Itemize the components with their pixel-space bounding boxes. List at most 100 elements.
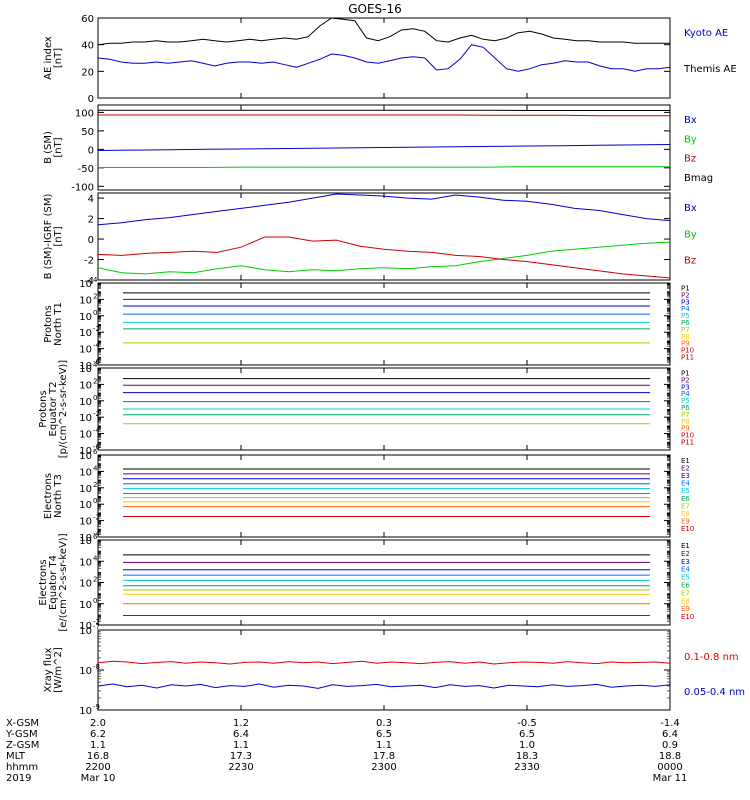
y-axis-label: [p/(cm^2-s-sr-keV)] bbox=[58, 360, 69, 459]
y-tick-label: 0 bbox=[88, 145, 94, 156]
y-tick-label: 10 bbox=[79, 500, 92, 511]
channel-label: E10 bbox=[681, 613, 694, 621]
y-axis-label: [nT] bbox=[53, 137, 64, 157]
y-tick-label: 10 bbox=[79, 345, 92, 356]
y-tick-exponent: -6 bbox=[93, 358, 101, 366]
y-tick-label: 10 bbox=[79, 328, 92, 339]
y-axis-label: North T1 bbox=[53, 302, 64, 346]
y-axis-label: Electrons bbox=[43, 473, 54, 519]
ephemeris-value: 0.9 bbox=[662, 740, 678, 751]
y-tick-label: 4 bbox=[88, 194, 94, 205]
panel-frame bbox=[97, 282, 671, 366]
channel-label: P11 bbox=[681, 354, 694, 362]
y-tick-label: 10 bbox=[79, 364, 92, 375]
channel-label: P7 bbox=[681, 411, 690, 419]
ephemeris-value: 2.0 bbox=[90, 718, 106, 729]
channel-label: P5 bbox=[681, 397, 690, 405]
y-tick-label: 10 bbox=[79, 451, 92, 462]
series-line bbox=[97, 241, 671, 275]
y-tick-exponent: 0 bbox=[93, 394, 97, 402]
y-tick-label: 40 bbox=[81, 41, 94, 52]
series-line bbox=[97, 44, 671, 72]
channel-label: E5 bbox=[681, 487, 690, 495]
legend-entry: By bbox=[684, 134, 697, 145]
y-tick-label: 10 bbox=[79, 413, 92, 424]
panel-1: AE index [nT] 0 20 40 60 bbox=[43, 14, 671, 105]
y-tick-exponent: -2 bbox=[93, 618, 100, 626]
y-tick-exponent: 2 bbox=[93, 292, 97, 300]
channel-label: E1 bbox=[681, 542, 690, 550]
y-tick-exponent: -2 bbox=[93, 514, 100, 522]
channel-label: E5 bbox=[681, 574, 690, 582]
plot-title: GOES-16 bbox=[348, 2, 402, 16]
y-axis-label: B (SM) bbox=[43, 131, 54, 164]
y-tick-exponent: 2 bbox=[93, 576, 97, 584]
ephemeris-label: Z-GSM bbox=[6, 740, 39, 751]
series-line bbox=[97, 17, 670, 46]
channel-label: E6 bbox=[681, 581, 690, 589]
channel-label: P8 bbox=[681, 333, 690, 341]
y-tick-exponent: 4 bbox=[93, 361, 98, 369]
ephemeris-label: 2019 bbox=[6, 773, 31, 784]
y-tick-exponent: 0 bbox=[93, 309, 97, 317]
ephemeris-label: MLT bbox=[6, 751, 26, 762]
y-tick-label: 20 bbox=[81, 67, 94, 78]
channel-label: E7 bbox=[681, 502, 690, 510]
y-tick-label: -2 bbox=[84, 256, 94, 267]
channel-label: P1 bbox=[681, 369, 690, 377]
panel-8: Xray flux [W/m^2]10-910-810-7 bbox=[43, 623, 671, 717]
channel-label: E2 bbox=[681, 464, 690, 472]
panel-3: B (SM)-IGRF (SM) [nT] -4 -2 0 2 4 bbox=[43, 192, 671, 287]
channel-label: E4 bbox=[681, 566, 690, 574]
series-line bbox=[97, 193, 671, 226]
y-tick-exponent: -7 bbox=[93, 623, 100, 631]
panel-frame bbox=[97, 539, 671, 626]
y-tick-label: 10 bbox=[79, 397, 92, 408]
y-tick-label: 10 bbox=[79, 579, 92, 590]
ephemeris-value: 2330 bbox=[514, 762, 539, 773]
ephemeris-value: 18.8 bbox=[659, 751, 681, 762]
ephemeris-value: 0.3 bbox=[376, 718, 392, 729]
ephemeris-value: 0000 bbox=[657, 762, 682, 773]
ephemeris-value: 2200 bbox=[85, 762, 110, 773]
y-tick-exponent: -2 bbox=[93, 410, 100, 418]
y-axis-label: Protons bbox=[43, 305, 54, 342]
y-tick-label: -50 bbox=[78, 164, 94, 175]
y-tick-label: 10 bbox=[79, 517, 92, 528]
ephemeris-value: 2230 bbox=[228, 762, 253, 773]
channel-label: E1 bbox=[681, 457, 690, 465]
panel-frame bbox=[97, 454, 671, 538]
channel-label: P5 bbox=[681, 312, 690, 320]
ephemeris-value: 6.4 bbox=[233, 729, 249, 740]
y-tick-label: 60 bbox=[81, 14, 94, 25]
y-tick-label: 10 bbox=[79, 484, 92, 495]
y-tick-label: 10 bbox=[79, 557, 92, 568]
ephemeris-value: -1.4 bbox=[660, 718, 680, 729]
channel-label: E2 bbox=[681, 550, 690, 558]
channel-label: E8 bbox=[681, 510, 690, 518]
y-tick-label: 2 bbox=[88, 215, 94, 226]
channel-label: P9 bbox=[681, 340, 690, 348]
y-tick-exponent: -2 bbox=[93, 325, 100, 333]
channel-label: E7 bbox=[681, 589, 690, 597]
ephemeris-value: 6.4 bbox=[662, 729, 678, 740]
legend-entry: Bz bbox=[684, 154, 696, 165]
ephemeris-value: 18.3 bbox=[516, 751, 538, 762]
series-line bbox=[97, 144, 671, 151]
y-axis-label: [nT] bbox=[53, 226, 64, 246]
y-tick-label: 10 bbox=[79, 621, 92, 632]
y-tick-exponent: 6 bbox=[93, 533, 98, 541]
ephemeris-value: 2300 bbox=[371, 762, 396, 773]
channel-label: P3 bbox=[681, 298, 690, 306]
y-axis-label: AE index bbox=[43, 36, 54, 80]
ephemeris-label: X-GSM bbox=[6, 718, 39, 729]
panel-frame bbox=[97, 192, 671, 281]
panel-5: Protons Equator T2 [p/(cm^2-s-sr-keV)] 10 -6… bbox=[38, 360, 671, 459]
series-line bbox=[97, 236, 671, 279]
panel-frame bbox=[97, 629, 671, 711]
channel-label: E6 bbox=[681, 495, 690, 503]
y-tick-label: 10 bbox=[79, 600, 92, 611]
channel-label: P6 bbox=[681, 404, 690, 412]
